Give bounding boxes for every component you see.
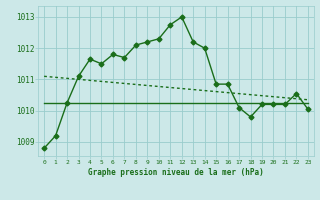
X-axis label: Graphe pression niveau de la mer (hPa): Graphe pression niveau de la mer (hPa)	[88, 168, 264, 177]
